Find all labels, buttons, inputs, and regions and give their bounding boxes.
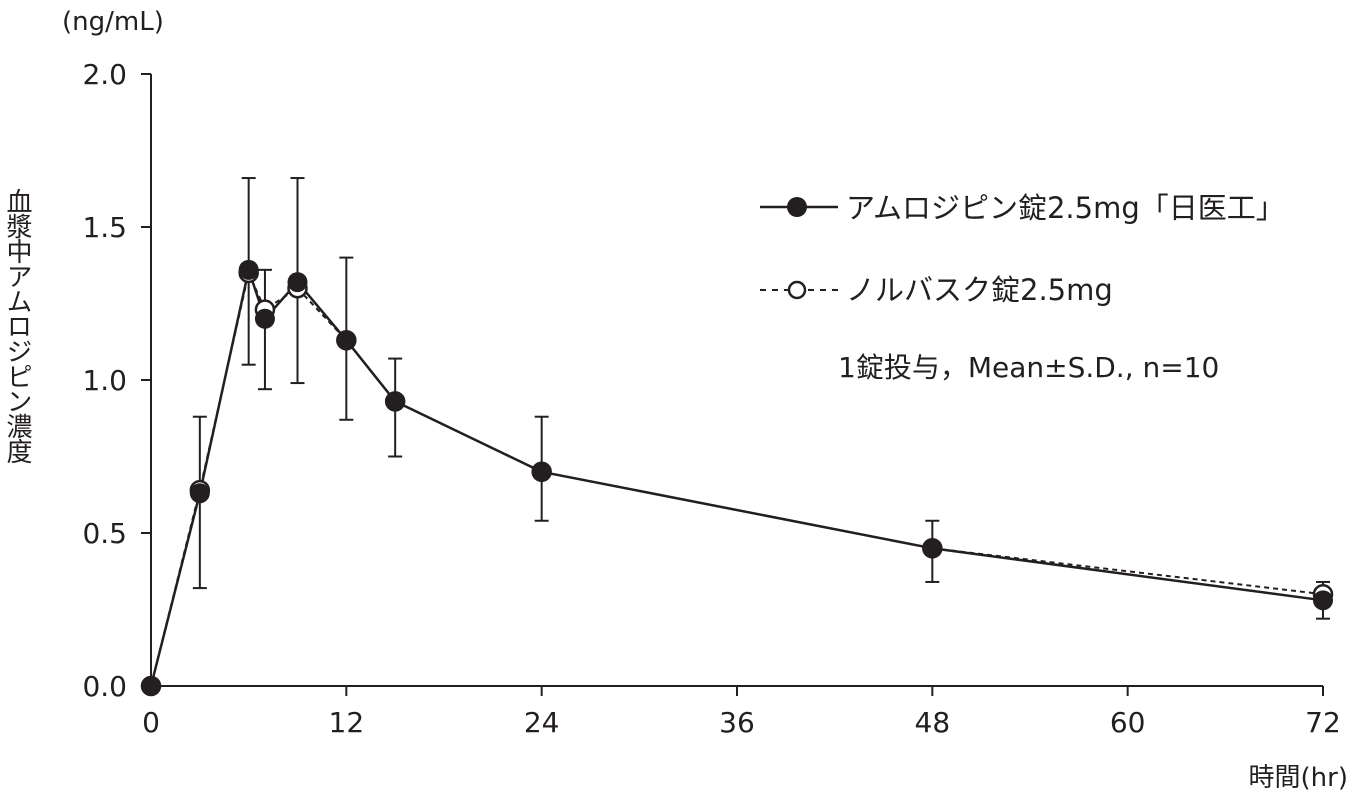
legend-label-1: アムロジピン錠2.5mg「日医工」 xyxy=(846,191,1285,225)
legend-marker-filled xyxy=(787,197,807,217)
legend-marker-open xyxy=(787,280,807,300)
x-tick-label: 72 xyxy=(1305,706,1341,739)
filled-marker xyxy=(1313,590,1333,611)
y-unit-label: (ng/mL) xyxy=(62,7,164,37)
y-tick-label: 1.5 xyxy=(82,211,127,244)
filled-marker xyxy=(189,483,210,504)
y-tick-label: 0.5 xyxy=(82,517,127,550)
filled-marker xyxy=(531,461,552,482)
x-tick-label: 24 xyxy=(524,706,560,739)
series-line-dashed xyxy=(150,269,1324,687)
filled-marker xyxy=(385,391,406,412)
filled-marker xyxy=(336,330,357,351)
legend-label-2: ノルバスク錠2.5mg xyxy=(846,273,1113,307)
x-tick-label: 60 xyxy=(1110,706,1146,739)
x-tick-label: 36 xyxy=(719,706,755,739)
series-line-solid xyxy=(149,265,1324,687)
x-tick-label: 12 xyxy=(329,706,365,739)
filled-marker xyxy=(287,272,308,293)
filled-marker xyxy=(254,308,275,329)
x-axis-label: 時間(hr) xyxy=(1249,763,1348,793)
y-axis-label: 血漿中アムロジピン濃度 xyxy=(2,188,32,463)
filled-marker xyxy=(141,676,161,696)
legend: アムロジピン錠2.5mg「日医工」 ノルバスク錠2.5mg 1錠投与，Mean±… xyxy=(760,191,1285,384)
filled-marker xyxy=(238,259,259,280)
x-tick-label: 0 xyxy=(142,706,160,739)
x-tick-label: 48 xyxy=(915,706,951,739)
y-tick-label: 2.0 xyxy=(82,58,127,91)
y-tick-label: 0.0 xyxy=(82,670,127,703)
filled-marker xyxy=(922,538,943,559)
y-tick-label: 1.0 xyxy=(82,364,127,397)
chart-note: 1錠投与，Mean±S.D., n=10 xyxy=(838,351,1219,384)
